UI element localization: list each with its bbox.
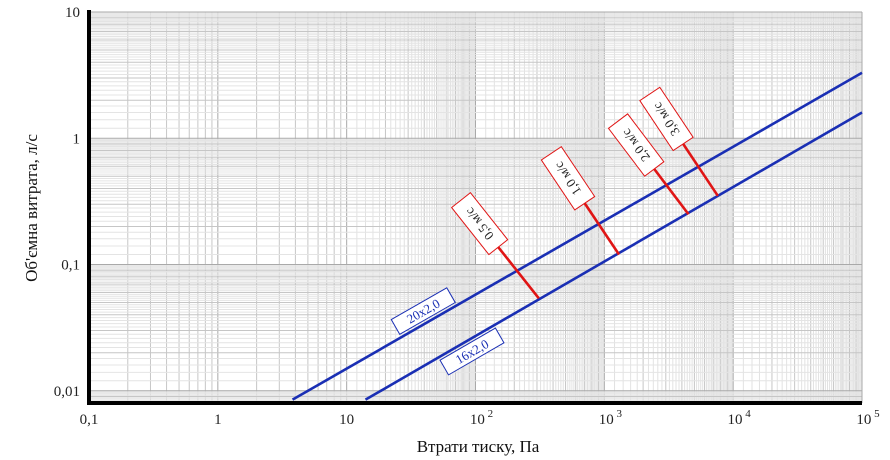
velocity-marker-line [514,268,540,300]
velocity-marker-line [497,246,517,270]
y-tick-label: 10 [65,5,80,21]
x-tick-exponent: 4 [743,408,752,420]
series-line [291,71,863,401]
x-tick-label: 0,1 [80,412,99,428]
velocity-marker-line [697,166,719,197]
velocity-marker-line [670,190,690,216]
x-tick-exponent: 2 [485,408,493,420]
velocity-label-box [639,86,694,152]
x-tick-exponent: 3 [614,408,623,420]
velocity-marker-line [653,168,673,193]
x-axis-title: Втрати тиску, Па [417,437,540,456]
y-axis-title: Об'ємна витрата, л/с [22,134,41,282]
x-tick-label: 10 [339,412,354,428]
series-label-box [390,287,456,336]
velocity-label-box [450,191,509,256]
y-tick-label: 0,1 [61,258,80,274]
y-tick-label: 1 [73,131,81,147]
axes [87,10,862,405]
x-tick-label: 1 [214,412,222,428]
velocity-label-box [607,113,665,177]
y-tick-label: 0,01 [54,384,80,400]
series-line [364,111,863,401]
series-label-box [439,327,505,376]
velocity-marker-line [583,202,602,228]
velocity-label-group: 0,5 м/с [450,191,509,256]
x-tick-exponent: 5 [871,408,880,420]
velocity-marker-line [599,225,621,256]
velocity-label-box [540,145,596,211]
velocity-marker-line [682,143,700,168]
grid [88,11,863,404]
